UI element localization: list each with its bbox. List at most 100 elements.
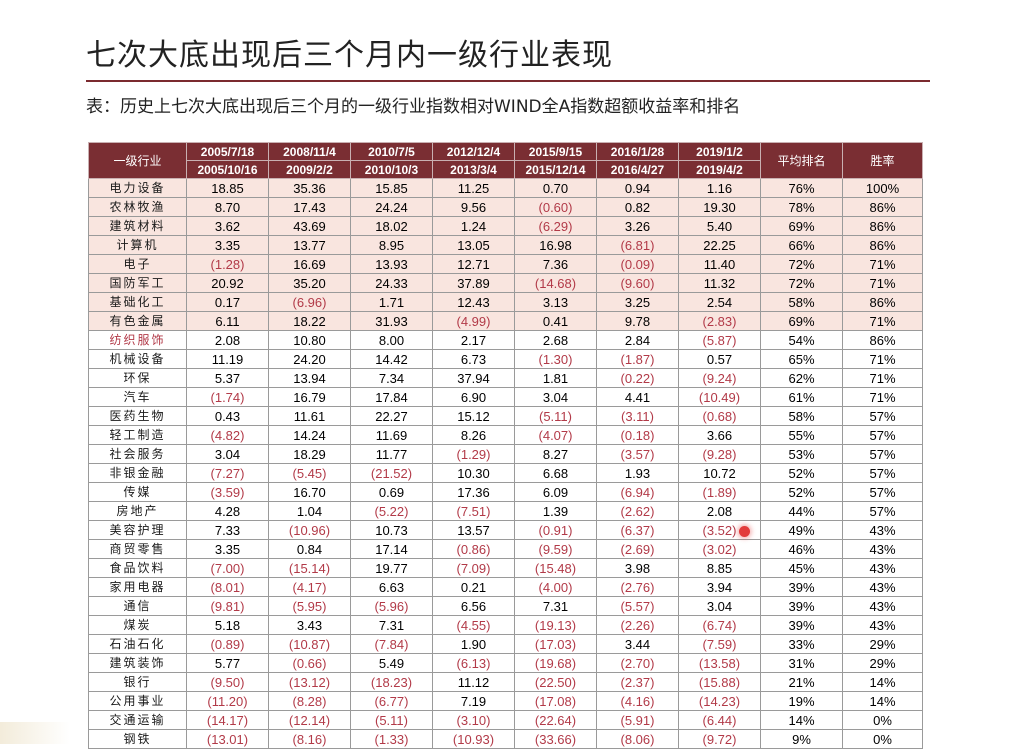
table-row: 煤炭 5.18 3.43 7.31 (4.55) (19.13) (2.26) (6.74) 3…	[88, 615, 923, 635]
win-rate-cell: 43%	[842, 577, 923, 597]
excess-return-cell: 22.25	[678, 235, 761, 255]
excess-return-cell: (7.84)	[350, 634, 433, 654]
excess-return-cell: 3.98	[596, 558, 679, 578]
excess-return-cell: 11.61	[268, 406, 351, 426]
excess-return-cell: 1.90	[432, 634, 515, 654]
excess-return-cell: (13.58)	[678, 653, 761, 673]
excess-return-cell: 3.04	[514, 387, 597, 407]
excess-return-cell: 18.22	[268, 311, 351, 331]
excess-return-cell: 0.17	[186, 292, 269, 312]
excess-return-cell: 14.42	[350, 349, 433, 369]
excess-return-cell: 6.68	[514, 463, 597, 483]
column-header-period-end: 2013/3/4	[432, 160, 515, 179]
column-header-period-end: 2015/12/14	[514, 160, 597, 179]
excess-return-cell: (9.28)	[678, 444, 761, 464]
excess-return-cell: (18.23)	[350, 672, 433, 692]
excess-return-cell: (10.87)	[268, 634, 351, 654]
table-row: 计算机 3.35 13.77 8.95 13.05 16.98 (6.81) 22.25 66%…	[88, 235, 923, 255]
excess-return-cell: (0.22)	[596, 368, 679, 388]
excess-return-cell: 0.84	[268, 539, 351, 559]
excess-return-cell: 9.56	[432, 197, 515, 217]
excess-return-cell: 13.94	[268, 368, 351, 388]
column-header-period-end: 2009/2/2	[268, 160, 351, 179]
industry-name-cell: 房地产	[88, 501, 187, 521]
table-row: 交通运输 (14.17) (12.14) (5.11) (3.10) (22.64) (5.…	[88, 710, 923, 730]
industry-name-cell: 汽车	[88, 387, 187, 407]
excess-return-cell: 16.79	[268, 387, 351, 407]
win-rate-cell: 43%	[842, 520, 923, 540]
table-caption: 表：历史上七次大底出现后三个月的一级行业指数相对WIND全A指数超额收益率和排名	[86, 97, 741, 117]
table-row: 汽车 (1.74) 16.79 17.84 6.90 3.04 4.41 (10.49) 61%…	[88, 387, 923, 407]
excess-return-cell: 5.40	[678, 216, 761, 236]
column-header-period-end: 2010/10/3	[350, 160, 433, 179]
excess-return-cell: (0.09)	[596, 254, 679, 274]
excess-return-cell: (0.68)	[678, 406, 761, 426]
excess-return-cell: 3.25	[596, 292, 679, 312]
excess-return-cell: (9.24)	[678, 368, 761, 388]
excess-return-cell: 16.70	[268, 482, 351, 502]
industry-performance-table-container: 一级行业 2005/7/18 2008/11/4 2010/7/5 2012/1…	[88, 142, 923, 749]
win-rate-cell: 71%	[842, 273, 923, 293]
excess-return-cell: 13.93	[350, 254, 433, 274]
avg-rank-cell: 14%	[760, 710, 843, 730]
excess-return-cell: 2.08	[186, 330, 269, 350]
excess-return-cell: 11.40	[678, 254, 761, 274]
excess-return-cell: 15.85	[350, 178, 433, 198]
excess-return-cell: 2.08	[678, 501, 761, 521]
excess-return-cell: (2.26)	[596, 615, 679, 635]
table-row: 非银金融 (7.27) (5.45) (21.52) 10.30 6.68 1.93 10.7…	[88, 463, 923, 483]
excess-return-cell: (10.96)	[268, 520, 351, 540]
avg-rank-cell: 58%	[760, 292, 843, 312]
excess-return-cell: 6.09	[514, 482, 597, 502]
excess-return-cell: (15.48)	[514, 558, 597, 578]
industry-name-cell: 农林牧渔	[88, 197, 187, 217]
table-row: 食品饮料 (7.00) (15.14) 19.77 (7.09) (15.48) 3.98 8…	[88, 558, 923, 578]
excess-return-cell: (3.59)	[186, 482, 269, 502]
win-rate-cell: 29%	[842, 653, 923, 673]
table-row: 商贸零售 3.35 0.84 17.14 (0.86) (9.59) (2.69) (3.02…	[88, 539, 923, 559]
avg-rank-cell: 39%	[760, 577, 843, 597]
avg-rank-cell: 72%	[760, 254, 843, 274]
industry-name-cell: 社会服务	[88, 444, 187, 464]
excess-return-cell: (1.89)	[678, 482, 761, 502]
avg-rank-cell: 66%	[760, 235, 843, 255]
excess-return-cell: (6.37)	[596, 520, 679, 540]
excess-return-cell: 3.04	[678, 596, 761, 616]
industry-performance-table: 一级行业 2005/7/18 2008/11/4 2010/7/5 2012/1…	[88, 142, 923, 749]
excess-return-cell: 18.29	[268, 444, 351, 464]
table-row: 石油石化 (0.89) (10.87) (7.84) 1.90 (17.03) 3.44 (7…	[88, 634, 923, 654]
column-header-period-end: 2019/4/2	[678, 160, 761, 179]
excess-return-cell: 8.70	[186, 197, 269, 217]
excess-return-cell: (5.96)	[350, 596, 433, 616]
win-rate-cell: 43%	[842, 539, 923, 559]
industry-name-cell: 食品饮料	[88, 558, 187, 578]
excess-return-cell: 24.33	[350, 273, 433, 293]
excess-return-cell: 1.16	[678, 178, 761, 198]
excess-return-cell: (1.29)	[432, 444, 515, 464]
avg-rank-cell: 52%	[760, 463, 843, 483]
table-row: 机械设备 11.19 24.20 14.42 6.73 (1.30) (1.87) 0.57 6…	[88, 349, 923, 369]
excess-return-cell: 0.70	[514, 178, 597, 198]
excess-return-cell: (1.74)	[186, 387, 269, 407]
excess-return-cell: (6.29)	[514, 216, 597, 236]
win-rate-cell: 0%	[842, 729, 923, 749]
industry-name-cell: 煤炭	[88, 615, 187, 635]
excess-return-cell: 18.02	[350, 216, 433, 236]
excess-return-cell: (5.87)	[678, 330, 761, 350]
avg-rank-cell: 46%	[760, 539, 843, 559]
excess-return-cell: (19.13)	[514, 615, 597, 635]
excess-return-cell: (2.70)	[596, 653, 679, 673]
column-header-period-start: 2019/1/2	[678, 142, 761, 161]
excess-return-cell: (2.69)	[596, 539, 679, 559]
excess-return-cell: 10.80	[268, 330, 351, 350]
excess-return-cell: 5.37	[186, 368, 269, 388]
excess-return-cell: (0.86)	[432, 539, 515, 559]
column-header-period-start: 2010/7/5	[350, 142, 433, 161]
win-rate-cell: 14%	[842, 691, 923, 711]
table-row: 银行 (9.50) (13.12) (18.23) 11.12 (22.50) (2.37)…	[88, 672, 923, 692]
excess-return-cell: 13.57	[432, 520, 515, 540]
excess-return-cell: (5.22)	[350, 501, 433, 521]
table-row: 家用电器 (8.01) (4.17) 6.63 0.21 (4.00) (2.76) 3.94…	[88, 577, 923, 597]
excess-return-cell: (4.17)	[268, 577, 351, 597]
excess-return-cell: (19.68)	[514, 653, 597, 673]
